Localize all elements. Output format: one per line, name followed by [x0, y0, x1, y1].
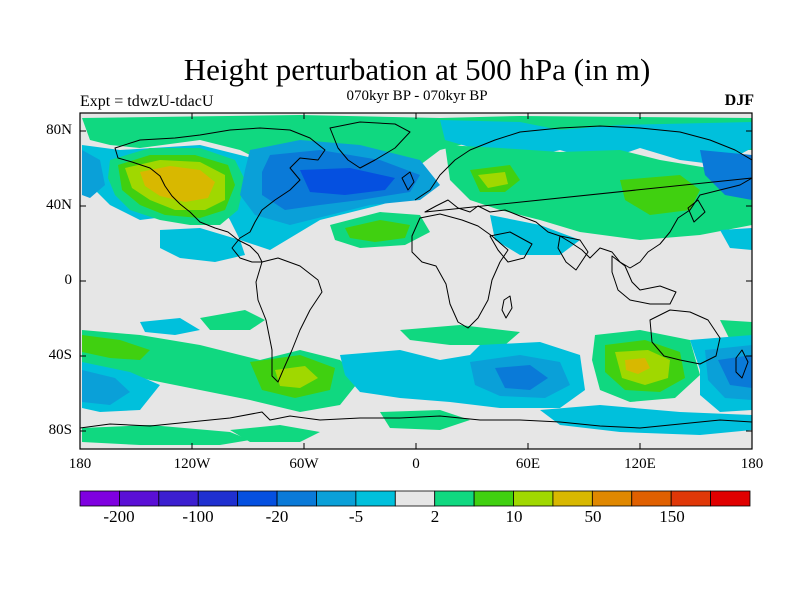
coastline-british-isles — [401, 171, 415, 191]
colorbar-swatch — [316, 490, 357, 507]
lon-tick-label: 0 — [412, 456, 420, 472]
colorbar-swatch — [710, 490, 751, 507]
contour-fill — [160, 228, 245, 262]
contour-fill — [82, 150, 105, 198]
colorbar-swatch — [79, 490, 120, 507]
coastline-south-america — [255, 257, 323, 383]
colorbar-label: 10 — [505, 507, 523, 526]
coastline-antarctica — [80, 411, 752, 429]
season-label: DJF — [724, 92, 754, 109]
colorbar-swatch — [434, 490, 475, 507]
colorbar-swatch — [197, 490, 239, 507]
lat-tick-label: 0 — [64, 272, 73, 288]
contour-fill — [82, 370, 130, 405]
contour-fill — [400, 325, 520, 345]
contour-field — [80, 113, 752, 449]
colorbar-label: 50 — [584, 507, 602, 526]
colorbar-swatch — [158, 490, 199, 507]
contour-fill — [445, 145, 752, 240]
colorbar-label: 150 — [659, 507, 685, 526]
map-title: Height perturbation at 500 hPa (in m) — [183, 52, 651, 87]
coastlines — [80, 121, 752, 429]
subtitle: 070kyr BP - 070kyr BP — [346, 88, 488, 104]
contour-fill — [275, 366, 318, 388]
lat-tick-label: 80N — [46, 122, 72, 138]
colorbar-swatch — [513, 490, 554, 507]
contour-fill — [718, 355, 752, 388]
colorbar-swatch — [276, 490, 317, 507]
coastline-new-zealand — [735, 349, 749, 379]
contour-fill — [700, 150, 752, 200]
lat-tick-label: 40S — [48, 347, 72, 363]
coastline-japan — [687, 199, 706, 223]
coastline-arabia — [489, 231, 533, 263]
contour-fill — [82, 425, 250, 445]
colorbar-swatch — [355, 490, 396, 507]
colorbar — [79, 490, 751, 507]
coastline-north-america — [114, 127, 326, 263]
contour-fill — [140, 318, 200, 335]
colorbar-label: -200 — [103, 507, 135, 526]
colorbar-swatch — [473, 490, 514, 507]
colorbar-swatch — [670, 490, 711, 507]
coastline-africa — [411, 213, 509, 329]
contour-fill — [495, 365, 548, 390]
coastline-greenland — [329, 121, 411, 169]
coastline-india — [557, 235, 589, 271]
contour-fill — [625, 358, 650, 374]
colorbar-label: -100 — [182, 507, 214, 526]
lon-tick-label: 60E — [515, 456, 541, 472]
lon-tick-label: 180 — [68, 456, 92, 472]
colorbar-swatch — [119, 490, 160, 507]
contour-fill — [490, 215, 580, 255]
contour-fill — [200, 310, 265, 330]
coastline-australia — [649, 309, 721, 365]
contour-fill — [478, 172, 508, 188]
contour-fill — [540, 405, 752, 435]
lat-tick-label: 40N — [46, 197, 72, 213]
contour-fill — [380, 410, 470, 430]
lon-tick-label: 120W — [173, 456, 211, 472]
contour-fill — [230, 425, 320, 442]
axis-ticks — [80, 113, 752, 449]
lat-tick-label: 80S — [48, 422, 72, 438]
experiment-label: Expt = tdwzU-tdacU — [80, 93, 214, 110]
contour-fill — [720, 228, 752, 250]
lon-tick-label: 180 — [740, 456, 764, 472]
contour-fill — [82, 335, 150, 360]
coastline-madagascar — [501, 295, 513, 319]
colorbar-swatch — [552, 490, 593, 507]
lon-tick-label: 120E — [624, 456, 656, 472]
lon-tick-label: 60W — [289, 456, 319, 472]
coastline-europe-asia — [414, 125, 752, 269]
contour-fill — [300, 168, 395, 195]
coastline-southeast-asia — [611, 255, 677, 305]
contour-fill — [345, 220, 410, 242]
colorbar-swatch — [394, 490, 436, 507]
colorbar-swatch — [237, 490, 278, 507]
colorbar-label: 2 — [430, 507, 440, 526]
colorbar-label: -5 — [348, 507, 364, 526]
colorbar-label: -20 — [265, 507, 289, 526]
colorbar-swatch — [591, 490, 633, 507]
colorbar-swatch — [631, 490, 672, 507]
